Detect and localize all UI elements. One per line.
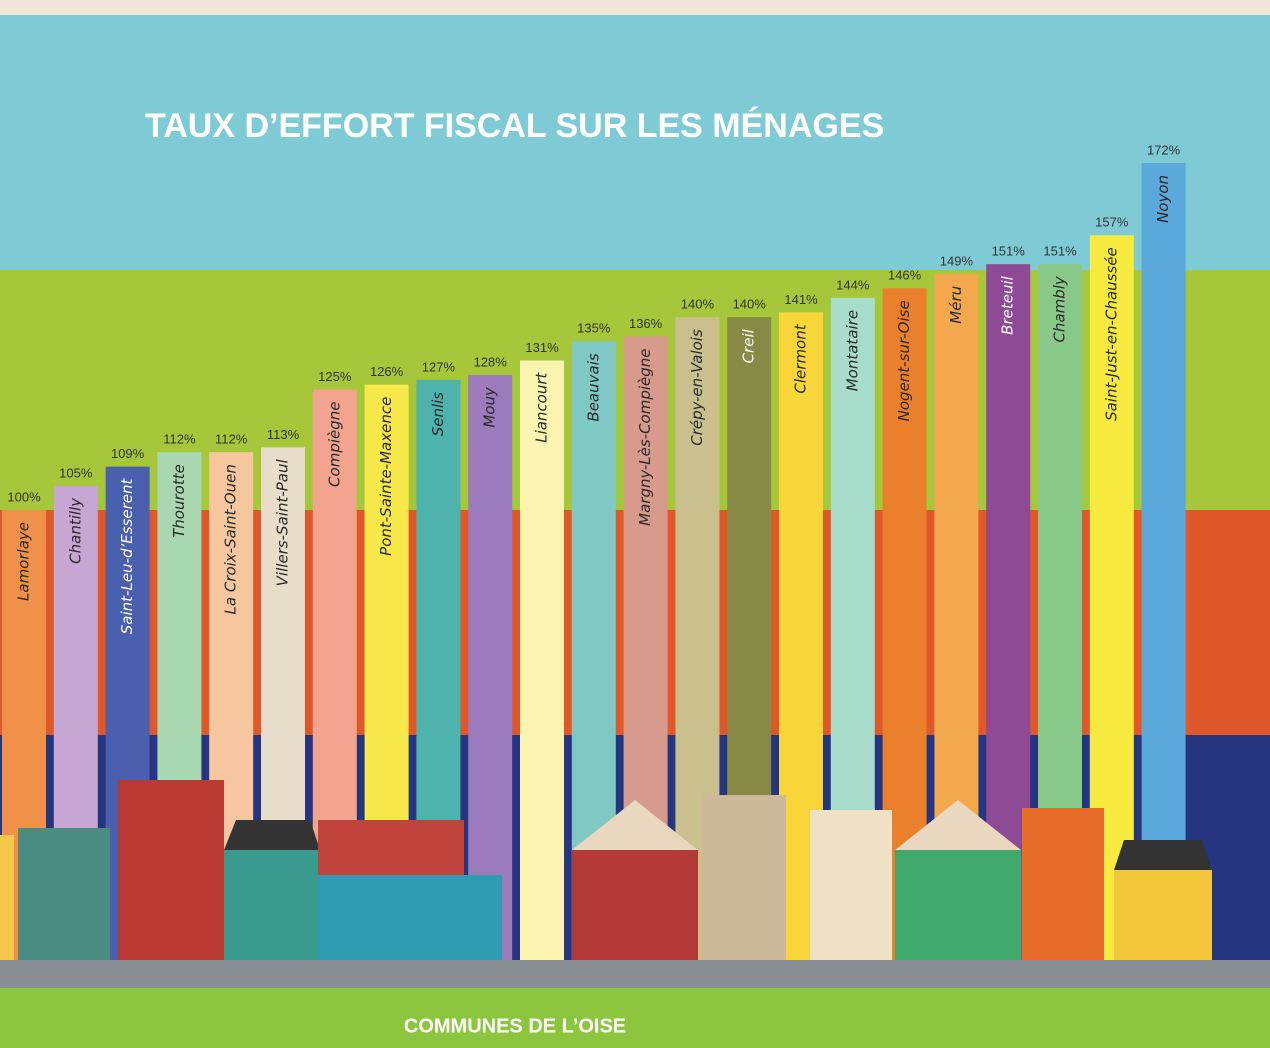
building: [1022, 808, 1104, 960]
value-label: 113%: [267, 427, 300, 442]
value-label: 125%: [318, 369, 352, 384]
top-strip: [0, 0, 1270, 15]
building: [702, 795, 786, 960]
category-label: Pont-Sainte-Maxence: [377, 397, 395, 556]
value-label: 128%: [474, 354, 508, 369]
category-label: Crépy-en-Valois: [688, 329, 706, 446]
category-label: Thourotte: [170, 464, 188, 538]
category-label: Saint-Just-en-Chaussée: [1102, 247, 1120, 421]
category-label: Méru: [947, 286, 965, 324]
chart: TAUX D’EFFORT FISCAL SUR LES MÉNAGES 100…: [0, 0, 1270, 1048]
category-label: Chambly: [1051, 275, 1069, 342]
building: [118, 780, 224, 960]
bar: [520, 361, 564, 992]
building: [895, 850, 1021, 960]
category-label: Breteuil: [999, 275, 1017, 334]
value-label: 157%: [1095, 215, 1129, 230]
category-label: Margny-Lès-Compiègne: [636, 348, 654, 525]
value-label: 136%: [629, 316, 663, 331]
building: [572, 850, 698, 960]
category-label: Compiègne: [325, 402, 343, 487]
category-label: Saint-Leu-d’Esserent: [118, 478, 136, 635]
value-label: 105%: [59, 465, 93, 480]
value-label: 149%: [940, 253, 974, 268]
value-label: 100%: [7, 489, 41, 504]
building: [0, 835, 14, 960]
value-label: 140%: [681, 297, 715, 312]
category-label: Noyon: [1154, 175, 1172, 223]
building: [18, 828, 110, 960]
value-label: 135%: [577, 321, 611, 336]
building: [224, 850, 320, 960]
category-label: Clermont: [792, 323, 810, 393]
building: [318, 875, 502, 960]
roof: [224, 820, 320, 850]
category-label: La Croix-Saint-Ouen: [222, 464, 240, 614]
value-label: 141%: [784, 292, 818, 307]
value-label: 151%: [1043, 244, 1077, 259]
value-label: 172%: [1147, 142, 1181, 157]
building: [318, 820, 464, 875]
value-label: 140%: [733, 297, 767, 312]
value-label: 151%: [992, 244, 1026, 259]
value-label: 131%: [525, 340, 559, 355]
category-label: Montataire: [843, 310, 861, 391]
chart-title: TAUX D’EFFORT FISCAL SUR LES MÉNAGES: [145, 107, 884, 145]
category-label: Senlis: [429, 392, 447, 437]
value-label: 112%: [163, 432, 196, 447]
x-axis-label: COMMUNES DE L’OISE: [404, 1015, 626, 1037]
category-label: Beauvais: [584, 353, 602, 421]
value-label: 146%: [888, 268, 922, 283]
building: [810, 810, 892, 960]
value-label: 126%: [370, 364, 404, 379]
category-label: Lamorlaye: [15, 522, 33, 601]
road: [0, 960, 1270, 988]
value-label: 127%: [422, 359, 456, 374]
value-label: 112%: [215, 432, 248, 447]
roof: [1114, 840, 1212, 870]
category-label: Liancourt: [533, 371, 551, 442]
category-label: Creil: [740, 328, 758, 363]
value-label: 144%: [836, 277, 870, 292]
ground: [0, 988, 1270, 1048]
value-label: 109%: [111, 446, 145, 461]
category-label: Nogent-sur-Oise: [895, 300, 913, 421]
category-label: Villers-Saint-Paul: [274, 459, 292, 587]
category-label: Chantilly: [66, 497, 84, 564]
category-label: Mouy: [481, 386, 499, 428]
building: [1114, 870, 1212, 960]
